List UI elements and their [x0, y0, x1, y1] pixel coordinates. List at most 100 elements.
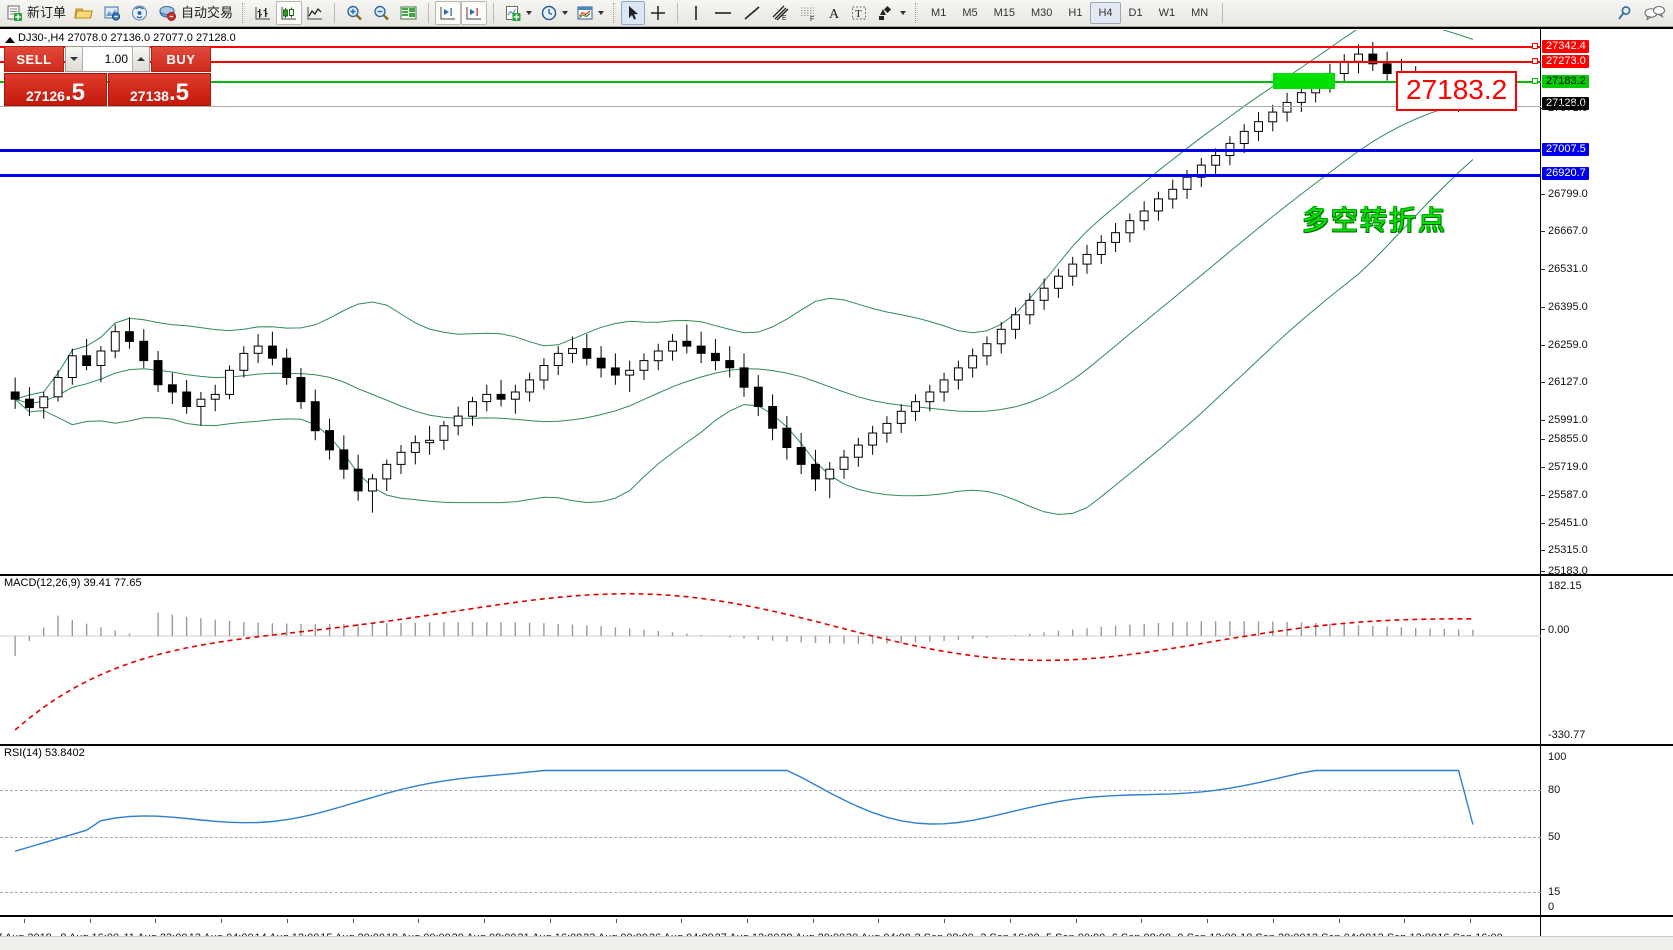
- candle-body: [839, 456, 849, 470]
- level-line-support-2[interactable]: [0, 174, 1541, 177]
- zoom-in-button[interactable]: [341, 1, 368, 25]
- timeframe-m1[interactable]: M1: [931, 7, 947, 19]
- time-tick-mark: [484, 919, 486, 923]
- candle-body: [67, 355, 77, 378]
- timeframe-w1[interactable]: W1: [1158, 7, 1176, 19]
- level-line-support-1[interactable]: [0, 149, 1541, 152]
- collapse-arrow-icon[interactable]: [5, 37, 15, 43]
- folder-button[interactable]: [70, 1, 98, 25]
- add-indicator-button[interactable]: [500, 1, 536, 25]
- chevron-down-icon[interactable]: [900, 11, 907, 15]
- time-tick-mark: [1272, 919, 1274, 923]
- timeframe-h1[interactable]: H1: [1068, 7, 1083, 19]
- candle-body: [110, 331, 120, 352]
- candle-body: [553, 352, 563, 366]
- crosshair-button[interactable]: [645, 1, 671, 25]
- sell-price-integer: 27126: [26, 88, 65, 104]
- chevron-down-icon[interactable]: [526, 11, 533, 15]
- level-anchor-pivot-green[interactable]: [1532, 78, 1538, 84]
- equidistant-channel-button[interactable]: E: [766, 1, 794, 25]
- text-label-button[interactable]: A: [822, 1, 846, 25]
- price-tick-26531-0: 26531.0: [1548, 263, 1588, 275]
- candle-body: [253, 345, 263, 354]
- level-line-resistance-2[interactable]: [0, 46, 1541, 48]
- bar-chart-button[interactable]: [250, 1, 276, 25]
- broadcast-button[interactable]: [126, 1, 154, 25]
- price-label-support-2[interactable]: 26920.7: [1542, 167, 1589, 180]
- time-tick-mark: [747, 919, 748, 923]
- candle-body: [711, 352, 720, 362]
- timeframe-m30[interactable]: M30: [1031, 7, 1053, 19]
- volume-value[interactable]: 1.00: [83, 47, 132, 71]
- volume-decrease-button[interactable]: [66, 47, 83, 71]
- buy-price-fraction: .5: [168, 79, 189, 107]
- auto-scroll-button[interactable]: [461, 1, 488, 25]
- candle-body: [1168, 188, 1178, 200]
- level-anchor-resistance-1[interactable]: [1532, 58, 1538, 64]
- candle-body: [1111, 232, 1120, 243]
- new-order-label: 新订单: [27, 5, 67, 21]
- price-label-support-1[interactable]: 27007.5: [1542, 143, 1589, 156]
- toolbar-separator-4: [493, 3, 495, 23]
- search-button[interactable]: [1611, 1, 1639, 25]
- shift-end-button[interactable]: [435, 1, 462, 25]
- text-box-button[interactable]: T: [846, 1, 872, 25]
- volume-stepper[interactable]: 1.00: [65, 46, 150, 72]
- candle-body: [653, 350, 663, 362]
- tile-windows-button[interactable]: [395, 1, 422, 25]
- price-tick-mark: [1541, 523, 1545, 524]
- candlestick-chart-button[interactable]: [276, 1, 303, 25]
- sell-price-cell[interactable]: 27126 .5: [4, 73, 107, 106]
- cursor-button[interactable]: [621, 1, 646, 25]
- trendline-button[interactable]: [738, 1, 766, 25]
- timeframe-d1[interactable]: D1: [1128, 7, 1143, 19]
- templates-icon: [577, 6, 593, 20]
- expert-advisor-button[interactable]: 自动交易: [154, 1, 237, 25]
- one-click-trading-panel[interactable]: SELL 1.00 BUY 27126 .5: [4, 46, 211, 106]
- price-label-resistance-1[interactable]: 27273.0: [1542, 55, 1589, 68]
- chat-button[interactable]: [1639, 1, 1671, 25]
- chevron-up-icon: [137, 57, 145, 61]
- price-label-resistance-2[interactable]: 27342.4: [1542, 40, 1589, 53]
- highlight-rectangle[interactable]: [1273, 73, 1335, 89]
- level-anchor-resistance-2[interactable]: [1532, 43, 1538, 49]
- chinese-annotation[interactable]: 多空转折点: [1302, 206, 1447, 237]
- price-callout-box[interactable]: 27183.2: [1396, 71, 1518, 111]
- volume-increase-button[interactable]: [132, 47, 149, 71]
- timeframe-m15[interactable]: M15: [993, 7, 1015, 19]
- price-tick-25315-0: 25315.0: [1548, 544, 1588, 556]
- candle-body: [453, 415, 463, 427]
- candle-body: [911, 401, 920, 412]
- candle-body: [868, 432, 878, 446]
- candle-body: [1082, 253, 1092, 265]
- timeframe-mn[interactable]: MN: [1191, 7, 1209, 19]
- buy-price-cell[interactable]: 27138 .5: [108, 73, 211, 106]
- buy-button[interactable]: BUY: [151, 46, 211, 72]
- auto-scroll-icon: [466, 7, 482, 20]
- vertical-line-button[interactable]: [684, 1, 708, 25]
- zoom-out-button[interactable]: [368, 1, 395, 25]
- sell-button[interactable]: SELL: [4, 46, 64, 72]
- price-label-current[interactable]: 27128.0: [1542, 97, 1589, 110]
- chevron-down-icon[interactable]: [562, 11, 569, 15]
- timeframe-m5[interactable]: M5: [962, 7, 978, 19]
- level-line-resistance-1[interactable]: [0, 61, 1541, 63]
- horizontal-line-button[interactable]: [708, 1, 738, 25]
- time-tick-mark: [221, 919, 223, 923]
- candle-body: [825, 468, 835, 480]
- profile-button[interactable]: [98, 1, 126, 25]
- chevron-down-icon[interactable]: [598, 11, 605, 15]
- line-chart-button[interactable]: [302, 1, 328, 25]
- fibonacci-button[interactable]: F: [794, 1, 822, 25]
- toolbar-separator-5: [613, 3, 617, 23]
- new-order-button[interactable]: 新订单: [2, 1, 70, 25]
- rsi-tick-50: 50: [1548, 831, 1561, 843]
- price-label-pivot-green[interactable]: 27183.2: [1542, 75, 1589, 88]
- level-line-pivot-green[interactable]: [0, 81, 1541, 83]
- timeframe-h4[interactable]: H4: [1090, 2, 1121, 24]
- period-button[interactable]: [536, 1, 572, 25]
- templates-button[interactable]: [572, 1, 608, 25]
- chart-area[interactable]: DJ30-,H4 27078.0 27136.0 27077.0 27128.0…: [0, 27, 1673, 950]
- shapes-button[interactable]: [872, 1, 910, 25]
- bollinger-band-upper: [14, 30, 1474, 400]
